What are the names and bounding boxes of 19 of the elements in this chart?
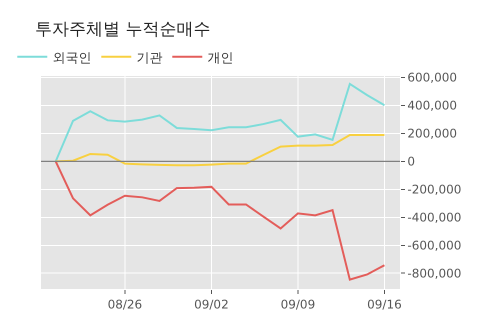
x-tick-label: 08/26: [108, 297, 142, 312]
x-tick-label: 09/16: [367, 297, 402, 312]
line-series: [54, 134, 386, 166]
y-tick-label: -600,000: [407, 238, 462, 252]
x-tick-label: 09/02: [194, 297, 229, 312]
chart-title: 투자주체별 누적순매수: [35, 20, 210, 40]
line-series: [54, 82, 386, 162]
y-tick-label: -400,000: [407, 210, 462, 224]
legend-label: 기관: [136, 50, 162, 66]
y-tick-label: 600,000: [407, 70, 458, 85]
legend-label: 개인: [207, 50, 234, 66]
y-tick-label: 400,000: [407, 98, 458, 113]
y-tick-label: 200,000: [407, 126, 458, 141]
legend-label: 외국인: [52, 50, 92, 66]
y-tick-label: -800,000: [407, 266, 462, 280]
line-series: [54, 160, 386, 281]
y-tick-label: 0: [407, 154, 416, 169]
x-tick-label: 09/09: [280, 297, 316, 312]
y-tick-label: -200,000: [407, 182, 462, 197]
